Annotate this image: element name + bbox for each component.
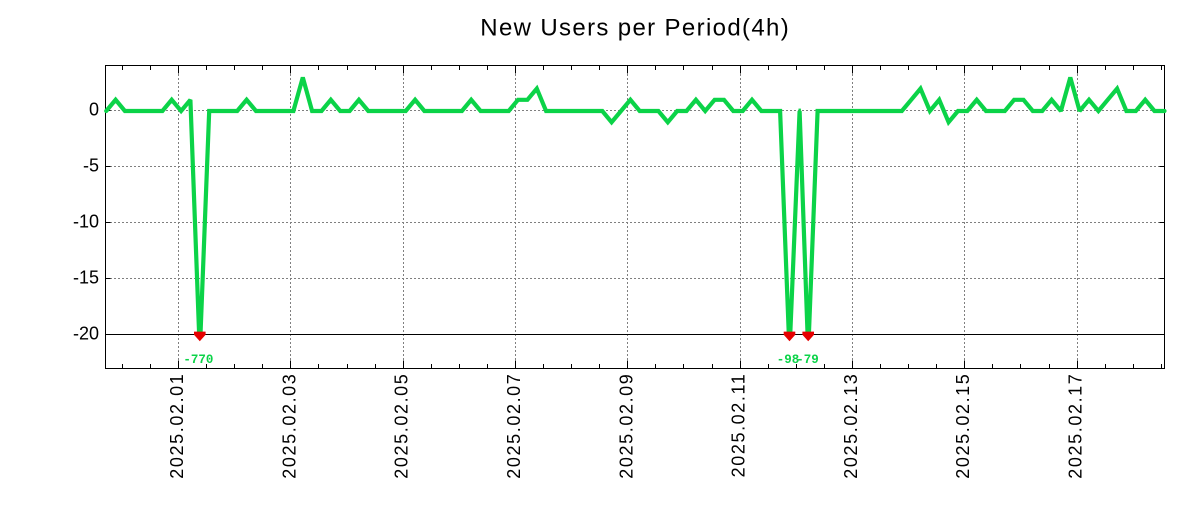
svg-text:2025.02.05: 2025.02.05: [392, 373, 412, 479]
svg-text:0: 0: [89, 100, 99, 120]
svg-text:2025.02.15: 2025.02.15: [953, 373, 973, 479]
svg-text:-10: -10: [73, 212, 99, 232]
svg-text:-770: -770: [183, 353, 213, 367]
svg-text:-15: -15: [73, 268, 99, 288]
svg-text:2025.02.03: 2025.02.03: [279, 373, 299, 479]
svg-text:2025.02.17: 2025.02.17: [1066, 373, 1086, 479]
svg-text:-98: -98: [777, 353, 800, 367]
svg-text:2025.02.11: 2025.02.11: [729, 373, 749, 478]
svg-text:-20: -20: [73, 324, 99, 344]
svg-text:New Users per Period(4h): New Users per Period(4h): [480, 15, 790, 42]
svg-text:-79: -79: [796, 353, 819, 367]
svg-text:2025.02.09: 2025.02.09: [616, 373, 636, 479]
svg-text:2025.02.13: 2025.02.13: [841, 373, 861, 479]
svg-text:2025.02.07: 2025.02.07: [504, 373, 524, 479]
svg-text:-5: -5: [83, 156, 99, 176]
svg-text:2025.02.01: 2025.02.01: [167, 373, 187, 479]
